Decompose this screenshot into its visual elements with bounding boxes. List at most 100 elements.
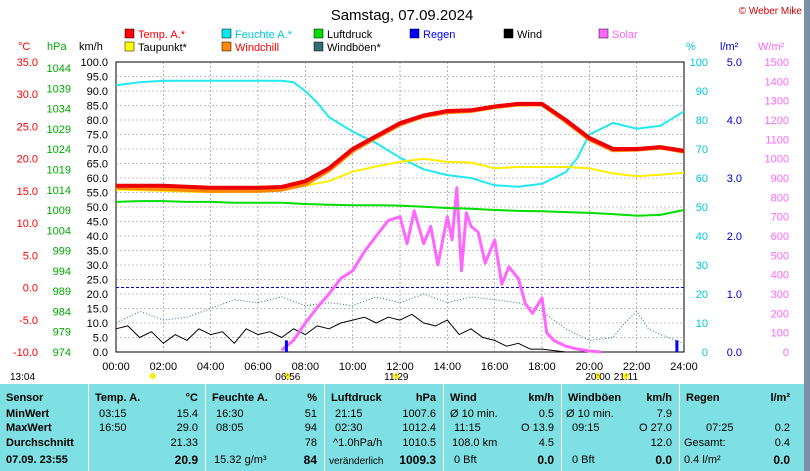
legend-swatch [313,28,324,39]
tick-pct: 40 [696,231,708,243]
legend-label: Feuchte A.* [235,29,293,41]
tick-kmh: 55.0 [87,188,108,200]
weather-chart: Samstag, 07.09.2024 © Weber Mike Temp. A… [10,6,802,383]
rain-total: 0.4 [774,437,790,449]
tick-pct: 90 [696,86,708,98]
tick-kmh: 25.0 [87,275,108,287]
tick-temp: -5.0 [19,315,38,327]
tick-temp: 35.0 [17,57,38,69]
tick-hpa: 1034 [47,104,71,116]
tick-hpa: 1019 [47,164,71,176]
press-min-time: 21:15 [335,408,363,420]
tick-solar: 1100 [765,134,789,146]
chart-title: Samstag, 07.09.2024 [331,7,474,24]
event-label: 20:00 [585,372,610,383]
tick-solar: 200 [771,308,789,320]
tick-temp: 15.0 [17,186,38,198]
legend: Temp. A.* Feuchte A.* Luftdruck Regen Wind So… [124,28,638,54]
avg-label: Durchschnitt [6,437,74,449]
tick-hpa: 999 [53,246,71,258]
rain-bar [284,340,288,352]
event-label: 11:29 [384,372,409,383]
series-gusts [115,293,685,344]
tick-x: 16:00 [481,361,509,373]
tick-solar: 1400 [765,76,789,88]
tick-solar: 800 [771,192,789,204]
tick-kmh: 45.0 [87,217,108,229]
tick-rain: 2.0 [727,231,742,243]
tick-hpa: 994 [53,266,71,278]
wind-unit: km/h [528,392,554,404]
tick-x: 20:00 [576,361,604,373]
series-temp [116,101,685,190]
hum-max-time: 08:05 [216,422,244,434]
legend-swatch [598,28,609,39]
tick-kmh: 95.0 [87,72,108,84]
legend-swatch [313,41,324,52]
axis-units: °C hPa km/h% l/m² W/m² [18,41,785,53]
hum-min-val: 51 [304,408,317,420]
tick-hpa: 1014 [47,185,71,197]
tick-x: 00:00 [102,361,130,373]
temp-max-val: 29.0 [176,422,198,434]
hum-current: 84 [303,453,317,467]
legend-label: Windchill [235,42,279,54]
tick-hpa: 979 [53,327,71,339]
unit-rain: l/m² [720,41,739,53]
min-label: MinWert [6,408,50,420]
tick-x: 06:00 [244,361,272,373]
sensor-header: Sensor [6,392,44,404]
tick-solar: 1200 [765,115,789,127]
legend-label: Windböen* [327,42,382,54]
tick-hpa: 1039 [47,83,71,95]
tick-temp: -10.0 [13,347,38,359]
tick-rain: 4.0 [727,115,742,127]
tick-hpa: 1004 [47,225,71,237]
tick-pct: 30 [696,260,708,272]
unit-solar: W/m² [758,41,785,53]
tick-x: 12:00 [386,361,414,373]
event-markers: 13:04 06:56 11:29 20:00 21:11 [10,372,638,383]
temp-min-val: 15.4 [176,408,198,420]
tick-kmh: 70.0 [87,144,108,156]
tick-rain: 1.0 [727,289,742,301]
axes: 35.0 30.0 25.0 20.0 15.0 10.0 5.0 0.0 -5.0 -10.0 1… [13,57,789,373]
tick-kmh: 80.0 [87,115,108,127]
tick-temp: 20.0 [17,154,38,166]
tick-temp: 30.0 [17,89,38,101]
unit-temp: °C [18,41,30,53]
tick-x: 08:00 [292,361,320,373]
wind-header: Wind [450,392,477,404]
gust-min-val: 7.9 [656,408,672,420]
tick-solar: 100 [771,328,789,340]
tick-kmh: 90.0 [87,86,108,98]
gust-max-time: 09:15 [572,422,600,434]
tick-pct: 60 [696,173,708,185]
legend-swatch [124,41,135,52]
stats-panel: Sensor MinWert MaxWert Durchschnitt 07.0… [0,384,804,471]
tick-pct: 0 [702,347,708,359]
legend-label: Wind [517,29,542,41]
temp-min-time: 03:15 [99,408,127,420]
temp-max-time: 16:50 [99,422,127,434]
tick-solar: 500 [771,250,789,262]
press-min-val: 1007.6 [402,408,436,420]
tick-hpa: 1044 [47,63,71,75]
unit-kmh: km/h [79,41,103,53]
event-marker [149,373,156,379]
rain-total-label: Gesamt: [684,437,726,449]
tick-solar: 600 [771,231,789,243]
grid [115,61,685,353]
stats-humidity: Feuchte A. % 16:30 51 08:05 94 78 15.32 … [206,384,323,471]
tick-kmh: 5.0 [93,333,108,345]
max-label: MaxWert [6,422,52,434]
hum-unit: % [307,392,317,404]
tick-temp: 5.0 [23,250,38,262]
tick-kmh: 65.0 [87,159,108,171]
tick-kmh: 40.0 [87,231,108,243]
press-trend: ^1.0hPa/h [333,437,383,449]
event-marker [284,373,291,379]
press-header: Luftdruck [331,392,382,404]
stats-pressure: Luftdruck hPa 21:15 1007.6 02:30 1012.4 … [325,384,442,471]
wind-distance: 108.0 km [452,437,498,449]
